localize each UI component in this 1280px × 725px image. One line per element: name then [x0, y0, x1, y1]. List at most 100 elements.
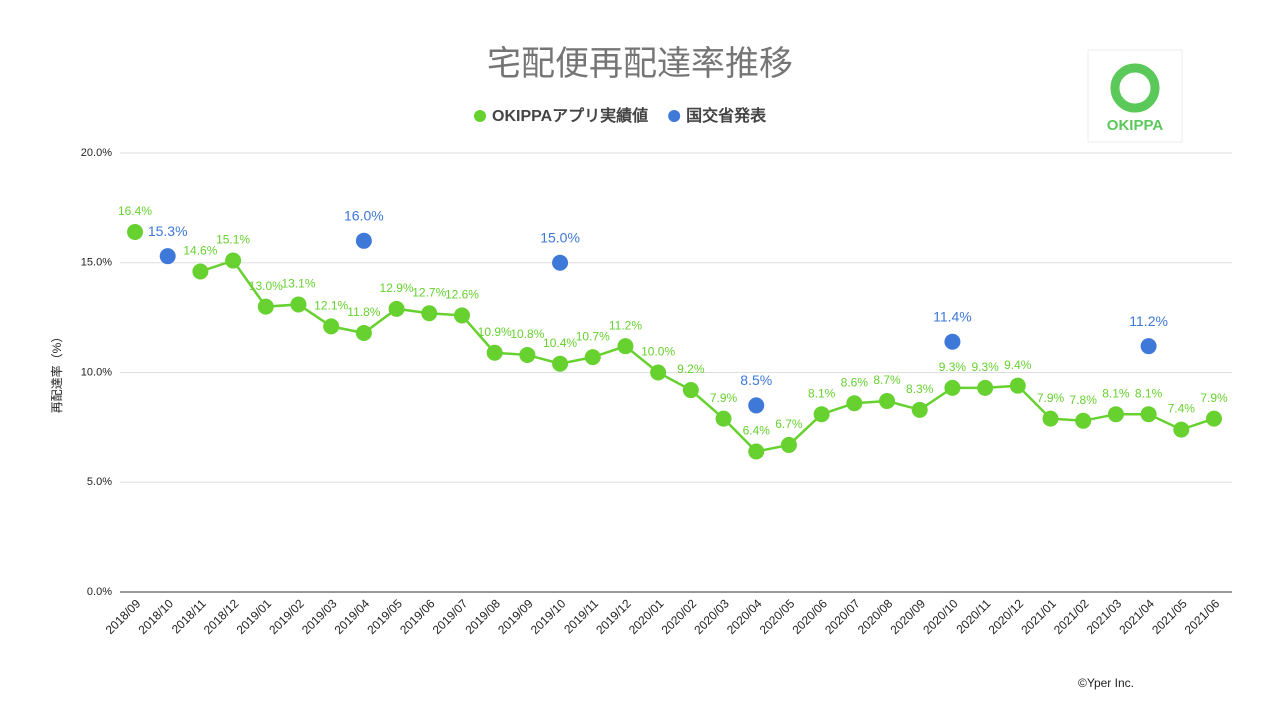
- y-tick-label: 15.0%: [81, 257, 112, 269]
- data-point: [552, 254, 569, 271]
- x-tick-label: 2020/02: [659, 596, 700, 637]
- data-label: 9.3%: [939, 360, 967, 374]
- legend-marker: [474, 110, 486, 122]
- data-point: [1009, 377, 1026, 394]
- data-point: [225, 252, 242, 269]
- logo-ring: [1110, 63, 1160, 113]
- credit: ©Yper Inc.: [1078, 676, 1134, 690]
- data-point: [1075, 412, 1092, 429]
- data-point: [127, 224, 143, 241]
- data-label: 16.0%: [344, 208, 384, 224]
- data-point: [682, 382, 699, 399]
- data-label: 15.0%: [540, 229, 580, 245]
- data-point: [1140, 338, 1157, 355]
- data-point: [748, 397, 765, 414]
- data-point: [519, 346, 536, 363]
- data-label: 11.8%: [347, 305, 380, 319]
- data-point: [159, 248, 176, 265]
- x-tick-label: 2019/09: [495, 596, 536, 637]
- data-label: 11.2%: [609, 318, 642, 332]
- y-tick-label: 0.0%: [87, 586, 112, 598]
- x-tick-label: 2021/01: [1018, 596, 1059, 637]
- x-tick-label: 2020/12: [986, 596, 1027, 637]
- x-tick-label: 2021/06: [1182, 596, 1223, 637]
- data-label: 15.1%: [216, 233, 250, 247]
- x-tick-label: 2019/04: [332, 596, 373, 637]
- data-point: [290, 296, 307, 313]
- x-tick-label: 2021/04: [1116, 596, 1157, 637]
- data-label: 10.8%: [510, 327, 544, 341]
- x-tick-label: 2019/02: [266, 596, 307, 637]
- data-label: 12.7%: [412, 285, 446, 299]
- logo-text: OKIPPA: [1107, 117, 1164, 134]
- data-point: [911, 401, 928, 418]
- y-tick-label: 10.0%: [81, 366, 112, 378]
- data-point: [584, 349, 601, 366]
- data-label: 8.7%: [873, 373, 901, 387]
- data-label: 8.5%: [740, 372, 772, 388]
- data-point: [355, 324, 372, 341]
- data-point: [715, 410, 732, 427]
- data-label: 11.2%: [1129, 313, 1168, 329]
- x-tick-label: 2020/04: [724, 596, 765, 637]
- data-label: 7.9%: [1200, 391, 1228, 405]
- data-label: 10.7%: [576, 329, 610, 343]
- data-label: 13.1%: [281, 277, 315, 291]
- x-tick-label: 2020/05: [757, 596, 798, 637]
- x-tick-label: 2021/02: [1051, 596, 1092, 637]
- x-tick-label: 2019/03: [299, 596, 340, 637]
- data-label: 8.6%: [841, 375, 869, 389]
- data-label: 14.6%: [183, 244, 217, 258]
- legend-label: 国交省発表: [686, 106, 767, 125]
- data-point: [1173, 421, 1190, 438]
- x-tick-label: 2020/07: [822, 596, 863, 637]
- data-point: [748, 443, 765, 460]
- data-label: 7.9%: [1037, 391, 1065, 405]
- data-point: [1107, 406, 1124, 423]
- data-point: [944, 333, 961, 350]
- legend-marker: [668, 110, 681, 122]
- data-point: [257, 298, 274, 315]
- data-label: 12.6%: [445, 288, 479, 302]
- x-tick-label: 2019/07: [430, 596, 471, 637]
- chart-title: 宅配便再配達率推移: [487, 45, 793, 83]
- series-line: [199, 259, 1215, 453]
- data-label: 10.0%: [641, 345, 675, 359]
- legend-label: OKIPPAアプリ実績値: [492, 106, 648, 125]
- data-point: [192, 263, 209, 280]
- data-point: [846, 395, 863, 412]
- data-point: [552, 355, 569, 372]
- data-label: 11.4%: [933, 308, 972, 324]
- data-point: [780, 436, 797, 453]
- x-tick-label: 2020/09: [888, 596, 929, 637]
- x-tick-label: 2019/01: [234, 596, 275, 637]
- x-tick-label: 2020/01: [626, 596, 667, 637]
- x-tick-label: 2020/06: [789, 596, 830, 637]
- y-tick-label: 5.0%: [87, 476, 112, 488]
- data-point: [650, 364, 667, 381]
- data-label: 9.4%: [1004, 358, 1032, 372]
- data-label: 12.1%: [314, 299, 348, 313]
- data-point: [453, 307, 470, 324]
- data-point: [421, 305, 438, 322]
- data-label: 10.4%: [543, 336, 577, 350]
- data-label: 15.3%: [148, 223, 188, 239]
- x-tick-label: 2020/08: [855, 596, 896, 637]
- x-tick-label: 2021/05: [1149, 596, 1190, 637]
- data-label: 7.9%: [710, 391, 738, 405]
- data-point: [486, 344, 503, 361]
- y-tick-label: 20.0%: [81, 147, 112, 159]
- data-point: [323, 318, 340, 335]
- x-tick-label: 2021/03: [1084, 596, 1125, 637]
- data-label: 7.8%: [1070, 393, 1098, 407]
- data-point: [879, 393, 896, 410]
- data-label: 8.1%: [1135, 386, 1163, 400]
- data-label: 9.2%: [677, 362, 705, 376]
- data-label: 12.9%: [380, 281, 414, 295]
- x-tick-label: 2020/03: [691, 596, 732, 637]
- data-point: [1140, 406, 1157, 423]
- x-tick-label: 2019/06: [397, 596, 438, 637]
- data-label: 6.4%: [743, 424, 771, 438]
- x-tick-label: 2020/10: [920, 596, 961, 637]
